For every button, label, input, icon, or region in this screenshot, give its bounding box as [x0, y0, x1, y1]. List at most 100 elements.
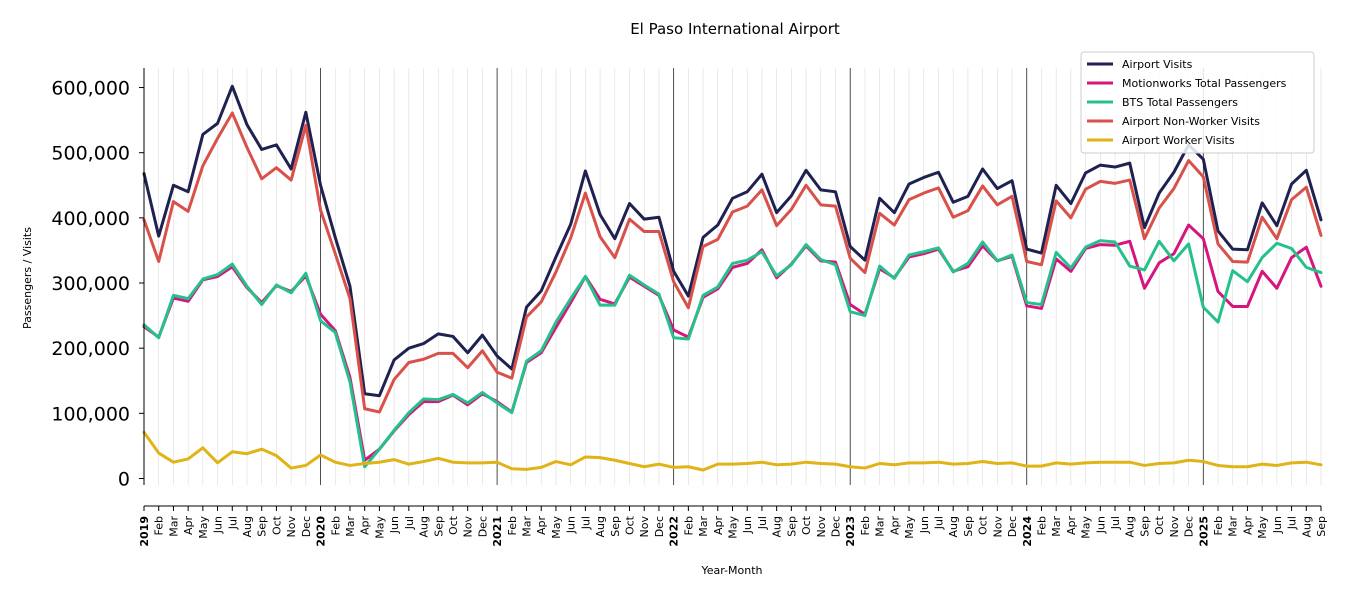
x-tick-label-month: Sep: [609, 516, 622, 537]
x-tick-label-month: May: [1080, 516, 1093, 539]
x-tick-label-month: Sep: [1138, 516, 1151, 537]
x-tick-label-year: 2024: [1021, 516, 1034, 547]
x-tick-label-month: Aug: [771, 516, 784, 537]
x-tick-label-month: Feb: [1212, 516, 1225, 535]
x-tick-label-month: Jun: [1094, 516, 1107, 534]
x-tick-label-month: Mar: [697, 516, 710, 537]
x-tick-label-month: Feb: [682, 516, 695, 535]
x-tick-label-month: Nov: [1168, 516, 1181, 538]
series-line-3: [142, 111, 1323, 414]
x-tick-label-month: Nov: [638, 516, 651, 538]
x-tick-label-month: Dec: [300, 516, 313, 537]
x-tick-label-month: Aug: [1124, 516, 1137, 537]
x-tick-label-month: Mar: [344, 516, 357, 537]
x-tick-label-month: Oct: [447, 515, 460, 535]
x-axis-label: Year-Month: [700, 564, 762, 577]
x-tick-label-month: Oct: [977, 515, 990, 535]
x-tick-label-month: Jul: [226, 516, 239, 530]
x-tick-label-month: Dec: [653, 516, 666, 537]
x-tick-label-month: Jul: [932, 516, 945, 530]
x-tick-label-month: Nov: [815, 516, 828, 538]
x-tick-label-month: Dec: [829, 516, 842, 537]
x-tick-label-month: Sep: [432, 516, 445, 537]
x-tick-label-month: Apr: [359, 516, 372, 536]
x-tick-label-month: Apr: [712, 516, 725, 536]
x-tick-label-month: Mar: [167, 516, 180, 537]
series-line-2: [142, 239, 1323, 469]
y-tick-label: 600,000: [51, 78, 130, 100]
legend-label: Airport Non-Worker Visits: [1122, 115, 1260, 128]
y-tick-label: 300,000: [51, 273, 130, 295]
x-tick-label-month: Apr: [182, 516, 195, 536]
legend-label: Airport Worker Visits: [1122, 134, 1235, 147]
chart-title: El Paso International Airport: [630, 20, 840, 38]
x-tick-label-month: Aug: [418, 516, 431, 537]
x-tick-label-month: Apr: [1065, 516, 1078, 536]
x-tick-label-month: Dec: [1006, 516, 1019, 537]
x-tick-label-month: May: [373, 516, 386, 539]
y-axis-label: Passengers / Visits: [21, 227, 34, 329]
x-tick-label-month: Jun: [918, 516, 931, 534]
x-tick-label-month: Feb: [329, 516, 342, 535]
x-tick-label-year: 2021: [491, 516, 504, 547]
y-tick-label: 200,000: [51, 338, 130, 360]
series-line-0: [142, 84, 1323, 398]
x-tick-label-month: Jun: [741, 516, 754, 534]
x-tick-label-month: Oct: [800, 515, 813, 535]
x-tick-label-month: May: [903, 516, 916, 539]
x-tick-label-month: May: [1256, 516, 1269, 539]
legend-label: Motionworks Total Passengers: [1122, 77, 1287, 90]
x-tick-label-month: Feb: [859, 516, 872, 535]
x-tick-label-month: Nov: [991, 516, 1004, 538]
legend: Airport Visits Motionworks Total Passenge…: [1080, 51, 1315, 154]
x-tick-label-year: 2023: [844, 516, 857, 547]
x-tick-label-month: Feb: [153, 516, 166, 535]
x-tick-label-month: Aug: [947, 516, 960, 537]
x-tick-label-month: Nov: [285, 516, 298, 538]
x-tick-label-month: Sep: [785, 516, 798, 537]
x-tick-label-month: Sep: [962, 516, 975, 537]
x-tick-label-month: Aug: [1300, 516, 1313, 537]
x-tick-label-month: Jul: [403, 516, 416, 530]
x-tick-label-year: 2020: [315, 516, 328, 547]
x-tick-label-month: May: [197, 516, 210, 539]
x-tick-label-month: Jul: [579, 516, 592, 530]
grid-layer: [158, 68, 1322, 485]
x-tick-label-month: Feb: [1035, 516, 1048, 535]
x-tick-label-month: Jun: [388, 516, 401, 534]
axes-layer: 0 100,000 200,000 300,000 400,000 500,000 600,…: [51, 68, 1328, 547]
x-tick-label-month: Sep: [256, 516, 269, 537]
x-tick-label-month: Jun: [565, 516, 578, 534]
y-tick-label: 100,000: [51, 403, 130, 425]
y-tick-label: 500,000: [51, 143, 130, 165]
x-tick-label-month: May: [727, 516, 740, 539]
legend-label: BTS Total Passengers: [1122, 96, 1238, 109]
x-tick-label-month: Jul: [756, 516, 769, 530]
x-tick-label-year: 2022: [668, 516, 681, 547]
x-tick-label-year: 2025: [1197, 516, 1210, 547]
series-layer: [142, 84, 1323, 472]
x-tick-label-month: Jul: [1109, 516, 1122, 530]
x-tick-label-month: Mar: [1227, 516, 1240, 537]
x-tick-label-month: Feb: [506, 516, 519, 535]
x-tick-label-month: Mar: [1050, 516, 1063, 537]
x-tick-label-month: Mar: [874, 516, 887, 537]
x-tick-label-month: Apr: [535, 516, 548, 536]
x-tick-label-month: Mar: [521, 516, 534, 537]
x-tick-label-month: Dec: [1183, 516, 1196, 537]
x-tick-label-month: Jul: [1286, 516, 1299, 530]
y-tick-label: 0: [118, 468, 130, 490]
legend-label: Airport Visits: [1122, 58, 1193, 71]
x-tick-label-month: Aug: [241, 516, 254, 537]
x-tick-label-month: Dec: [476, 516, 489, 537]
y-tick-label: 400,000: [51, 208, 130, 230]
x-tick-label-month: Aug: [594, 516, 607, 537]
x-tick-label-month: Apr: [888, 516, 901, 536]
x-tick-label-month: Oct: [270, 515, 283, 535]
legend-box: [1080, 51, 1315, 154]
x-tick-label-month: Apr: [1241, 516, 1254, 536]
x-tick-label-month: Jun: [1271, 516, 1284, 534]
x-tick-label-month: Oct: [624, 515, 637, 535]
x-tick-label-month: May: [550, 516, 563, 539]
